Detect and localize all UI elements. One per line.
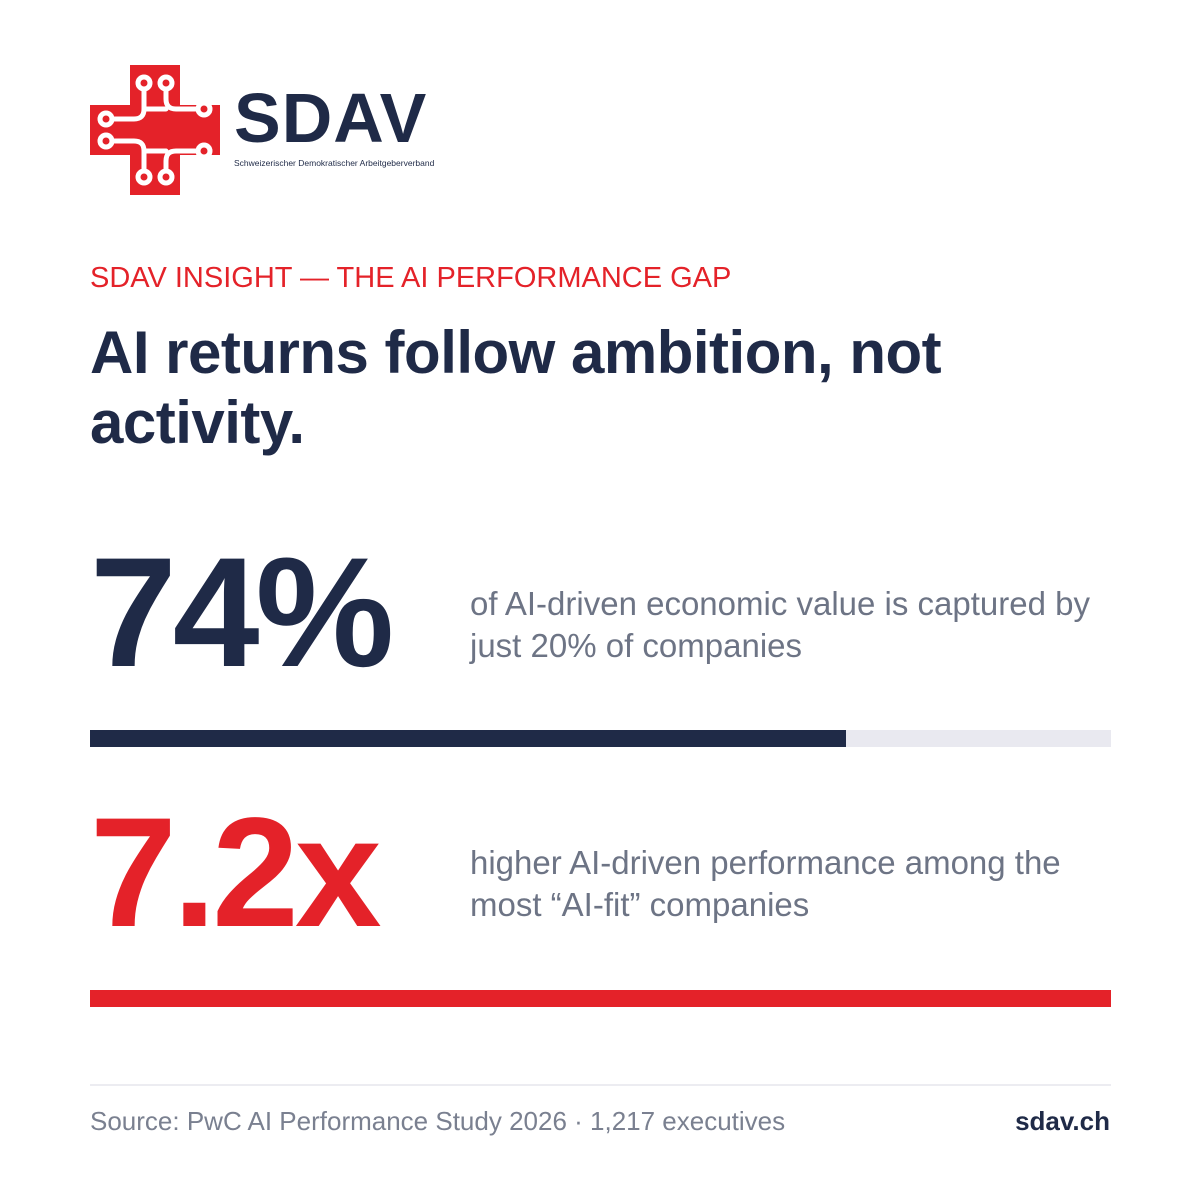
stat-description-share: of AI-driven economic value is captured … [470,585,1090,664]
website-link[interactable]: sdav.ch [1015,1106,1110,1136]
logo-wordmark: SDAV [234,79,428,157]
swiss-cross-circuit-icon [90,65,220,195]
source-note: Source: PwC AI Performance Study 2026 · … [90,1106,786,1136]
stat-value-multiplier: 7.2x [90,786,382,960]
progress-bar-fill [90,730,846,747]
red-rule [90,990,1111,1007]
logo-tagline: Schweizerischer Demokratischer Arbeitgeb… [234,158,435,168]
sdav-logo: SDAV Schweizerischer Demokratischer Arbe… [90,65,434,195]
eyebrow-label: SDAV INSIGHT — THE AI PERFORMANCE GAP [90,262,732,294]
stat-description-multiplier: higher AI-driven performance among the m… [470,844,1061,923]
progress-bar [90,730,1111,747]
headline: AI returns follow ambition, not activity… [90,319,942,456]
footer-divider [90,1084,1111,1086]
stat-value-share: 74% [90,526,394,700]
